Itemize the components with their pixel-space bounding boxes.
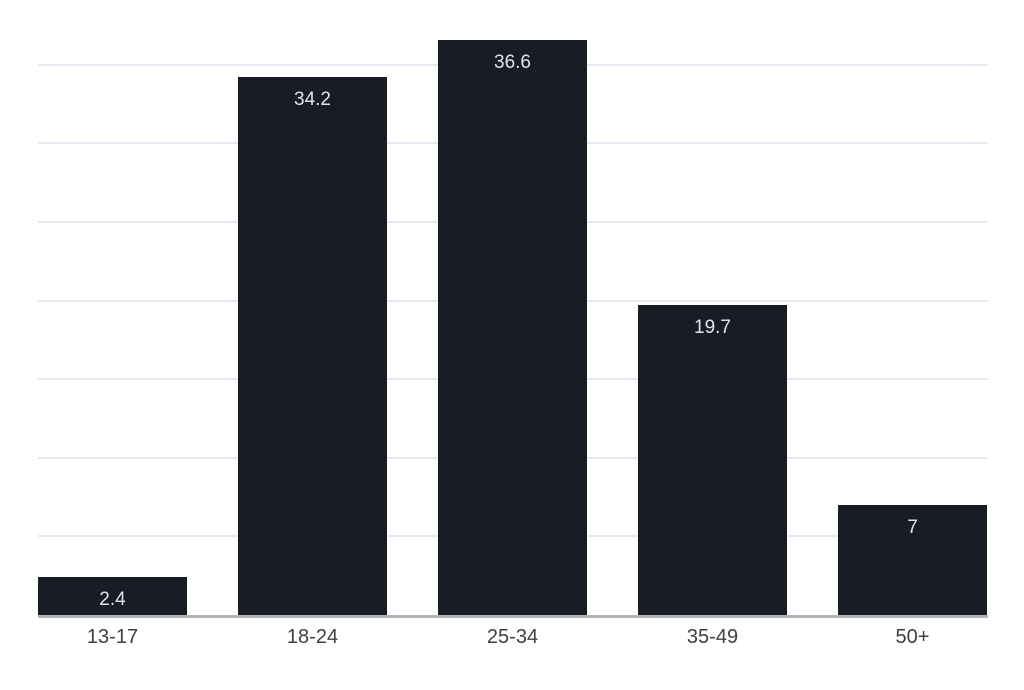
x-axis-label: 18-24 <box>286 626 339 648</box>
x-axis-label: 50+ <box>895 626 930 648</box>
bar-value-label: 34.2 <box>294 89 331 110</box>
bar-35-49: 19.7 <box>638 305 787 615</box>
bar-value-label: 36.6 <box>494 52 531 73</box>
bar-13-17: 2.4 <box>38 577 187 615</box>
bar-25-34: 36.6 <box>438 40 587 615</box>
bar-value-label: 7 <box>907 517 918 538</box>
bar-value-label: 19.7 <box>694 317 731 338</box>
plot-area: 2.4 13-17 34.2 18-24 36.6 25-34 19.7 35-49 7 50+ <box>38 0 988 660</box>
bar-50+: 7 <box>838 505 987 615</box>
x-axis-label: 35-49 <box>686 626 739 648</box>
bar-value-label: 2.4 <box>99 589 126 610</box>
x-axis-line <box>38 615 988 618</box>
bar-18-24: 34.2 <box>238 77 387 615</box>
x-axis-label: 13-17 <box>86 626 139 648</box>
x-axis-label: 25-34 <box>486 626 539 648</box>
